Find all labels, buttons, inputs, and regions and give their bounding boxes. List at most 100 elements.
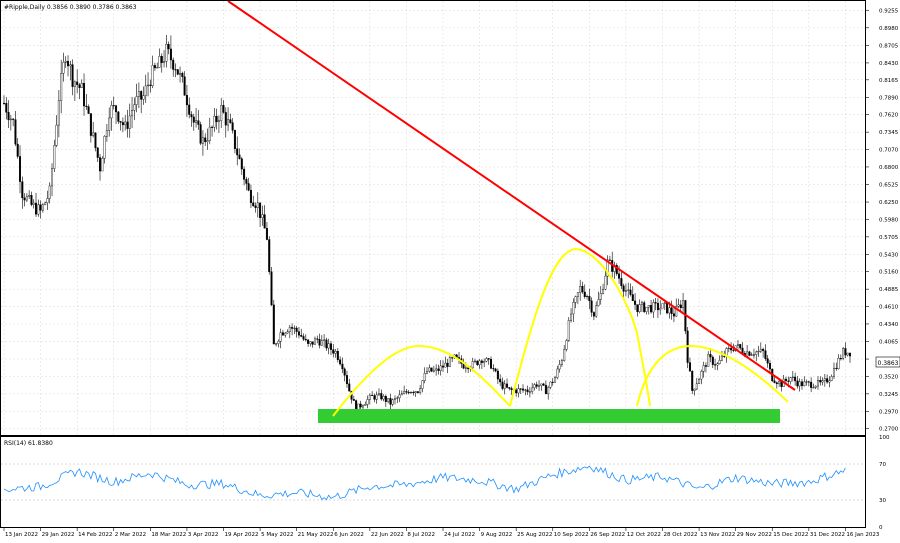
- candle-body: [229, 119, 232, 123]
- candle-body: [213, 115, 216, 128]
- candle-body: [51, 168, 54, 187]
- candle-body: [675, 306, 678, 317]
- pattern-arc: [636, 344, 789, 407]
- candle-body: [567, 320, 570, 341]
- candle-body: [627, 289, 630, 291]
- candle-body: [343, 368, 346, 376]
- candle-body: [359, 403, 362, 408]
- candle-body: [124, 121, 127, 126]
- candle-body: [277, 341, 280, 344]
- candle-body: [560, 360, 563, 365]
- candle-body: [403, 391, 406, 394]
- candle-body: [172, 59, 175, 70]
- candle-body: [240, 158, 243, 170]
- candle-body: [803, 381, 806, 387]
- candle-body: [151, 65, 154, 86]
- candle-body: [794, 376, 797, 382]
- candle-body: [169, 48, 172, 61]
- candle-body: [391, 399, 394, 405]
- candle-body: [352, 399, 355, 401]
- candle-body: [844, 348, 847, 356]
- candle-body: [510, 388, 513, 390]
- candle-body: [716, 363, 719, 366]
- date-tick-label: 19 Apr 2022: [225, 532, 259, 538]
- candle-body: [522, 388, 525, 391]
- candle-body: [76, 81, 79, 85]
- candle-body: [778, 380, 781, 384]
- candle-body: [485, 358, 488, 362]
- candle-body: [654, 302, 657, 304]
- candle-body: [35, 202, 38, 215]
- candle-body: [320, 340, 323, 346]
- candle-body: [650, 305, 653, 313]
- candle-body: [85, 105, 88, 107]
- price-tick-label: 0.5430: [879, 252, 899, 258]
- candle-body: [67, 61, 70, 67]
- candle-body: [41, 204, 44, 211]
- candle-body: [837, 358, 840, 369]
- date-tick-label: 12 Oct 2022: [627, 532, 661, 538]
- candle-body: [757, 351, 760, 353]
- candle-body: [281, 332, 284, 336]
- candle-body: [652, 302, 655, 313]
- candle-body: [7, 112, 10, 121]
- candle-body: [291, 327, 294, 329]
- candle-body: [373, 395, 376, 400]
- candle-body: [467, 367, 470, 370]
- candle-body: [659, 307, 662, 311]
- price-tick-label: 0.7620: [879, 113, 899, 119]
- candle-body: [389, 398, 392, 405]
- candle-body: [377, 393, 380, 396]
- candle-body: [464, 367, 467, 369]
- candle-body: [711, 356, 714, 365]
- candle-body: [586, 295, 589, 297]
- candle-body: [487, 358, 490, 360]
- candle-body: [21, 181, 24, 199]
- candle-body: [709, 354, 712, 358]
- candle-body: [846, 352, 849, 356]
- candle-body: [700, 371, 703, 380]
- candle-body: [179, 72, 182, 75]
- candle-body: [643, 302, 646, 312]
- date-tick-label: 31 Dec 2022: [810, 532, 845, 538]
- date-tick-label: 6 Jun 2022: [334, 532, 364, 538]
- candle-body: [87, 106, 90, 114]
- candle-body: [137, 91, 140, 97]
- candle-body: [316, 338, 319, 340]
- candle-body: [535, 384, 538, 387]
- candle-body: [622, 285, 625, 292]
- candle-body: [647, 305, 650, 308]
- price-tick-label: 0.6800: [879, 165, 899, 171]
- candle-body: [69, 64, 72, 67]
- candle-body: [645, 307, 648, 312]
- candle-body: [55, 124, 58, 146]
- candle-body: [515, 389, 518, 394]
- candle-body: [62, 62, 65, 74]
- candle-body: [412, 392, 415, 394]
- candle-body: [131, 110, 134, 117]
- candle-body: [451, 357, 454, 359]
- candle-body: [199, 124, 202, 144]
- candle-body: [435, 368, 438, 371]
- candle-body: [270, 271, 273, 306]
- candle-body: [121, 122, 124, 126]
- candle-body: [318, 339, 321, 346]
- candle-body: [640, 302, 643, 305]
- candle-body: [185, 95, 188, 106]
- candle-body: [519, 388, 522, 390]
- candle-body: [538, 385, 541, 387]
- candle-body: [375, 394, 378, 400]
- candle-body: [661, 303, 664, 309]
- candle-body: [670, 307, 673, 314]
- candle-body: [115, 105, 118, 113]
- candle-body: [30, 195, 33, 205]
- candle-body: [307, 339, 310, 344]
- price-tick-label: 0.5705: [879, 235, 899, 241]
- candle-body: [9, 118, 12, 121]
- candle-body: [698, 378, 701, 384]
- candle-body: [256, 202, 259, 208]
- candle-body: [549, 381, 552, 388]
- candle-body: [28, 195, 31, 197]
- candle-body: [483, 361, 486, 363]
